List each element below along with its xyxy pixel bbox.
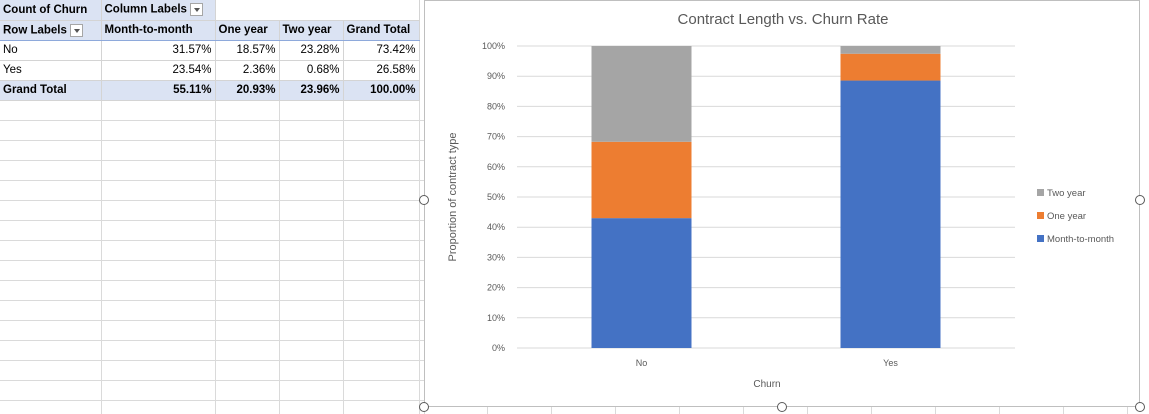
pivot-row-yes: Yes 23.54% 2.36% 0.68% 26.58% [0, 60, 420, 81]
resize-handle-bottom-left[interactable] [419, 402, 429, 412]
cell[interactable]: 23.28% [279, 40, 344, 61]
column-header-grand-total: Grand Total [343, 20, 420, 41]
grand-total-label[interactable]: Grand Total [0, 79, 102, 101]
bar-segment[interactable] [840, 80, 941, 348]
y-tick-label: 40% [487, 222, 505, 232]
row-label[interactable]: No [0, 40, 102, 61]
pivot-table: Count of Churn Column Labels Row Labels … [0, 0, 420, 101]
bar-segment[interactable] [591, 141, 692, 219]
legend-swatch [1037, 212, 1044, 219]
resize-handle-bottom[interactable] [777, 402, 787, 412]
x-tick-label: No [636, 358, 648, 368]
pivot-row-no: No 31.57% 18.57% 23.28% 73.42% [0, 40, 420, 61]
pivot-header-row: Count of Churn Column Labels [0, 0, 420, 21]
resize-handle-left[interactable] [419, 195, 429, 205]
resize-handle-bottom-right[interactable] [1135, 402, 1145, 412]
cell[interactable]: 26.58% [343, 60, 420, 81]
y-tick-label: 50% [487, 192, 505, 202]
bar-segment[interactable] [840, 53, 941, 81]
cell[interactable]: 23.54% [101, 60, 216, 81]
y-tick-label: 80% [487, 101, 505, 111]
y-tick-label: 60% [487, 162, 505, 172]
cell[interactable]: 100.00% [343, 79, 420, 101]
column-header-month-to-month: Month-to-month [101, 20, 216, 41]
column-header-two-year: Two year [279, 20, 344, 41]
cell[interactable]: 18.57% [215, 40, 280, 61]
cell[interactable]: 0.68% [279, 60, 344, 81]
legend-swatch [1037, 189, 1044, 196]
column-header-one-year: One year [215, 20, 280, 41]
cell[interactable]: 2.36% [215, 60, 280, 81]
row-labels-header[interactable]: Row Labels [0, 20, 102, 41]
legend-swatch [1037, 235, 1044, 242]
bar-segment[interactable] [840, 46, 941, 54]
bar-segment[interactable] [591, 218, 692, 348]
pivot-grand-total-row: Grand Total 55.11% 20.93% 23.96% 100.00% [0, 79, 420, 101]
y-tick-label: 10% [487, 313, 505, 323]
y-tick-label: 70% [487, 132, 505, 142]
x-tick-label: Yes [883, 358, 898, 368]
legend-label: Month-to-month [1047, 234, 1114, 245]
resize-handle-right[interactable] [1135, 195, 1145, 205]
y-tick-label: 90% [487, 71, 505, 81]
stacked-bar-chart[interactable]: Contract Length vs. Churn Rate 0% 10% 20% 30… [424, 0, 1140, 407]
column-filter-dropdown-icon[interactable] [189, 3, 203, 17]
row-filter-dropdown-icon[interactable] [69, 23, 83, 37]
cell[interactable]: 31.57% [101, 40, 216, 61]
y-tick-label: 100% [482, 41, 505, 51]
y-tick-label: 20% [487, 283, 505, 293]
column-labels-header[interactable]: Column Labels [101, 0, 216, 21]
legend-label: One year [1047, 211, 1086, 222]
cell[interactable]: 55.11% [101, 79, 216, 101]
y-tick-label: 30% [487, 252, 505, 262]
pivot-corner-label: Count of Churn [0, 0, 102, 21]
chart-canvas: Contract Length vs. Churn Rate 0% 10% 20% 30… [447, 11, 1114, 390]
chart-title: Contract Length vs. Churn Rate [678, 11, 889, 28]
legend-label: Two year [1047, 188, 1086, 199]
y-tick-label: 0% [492, 343, 505, 353]
row-label[interactable]: Yes [0, 60, 102, 81]
bar-segment[interactable] [591, 46, 692, 142]
cell[interactable]: 20.93% [215, 79, 280, 101]
cell[interactable]: 23.96% [279, 79, 344, 101]
y-axis-label: Proportion of contract type [447, 132, 459, 261]
x-axis-label: Churn [753, 379, 780, 390]
pivot-column-header-row: Row Labels Month-to-month One year Two y… [0, 20, 420, 41]
cell[interactable]: 73.42% [343, 40, 420, 61]
